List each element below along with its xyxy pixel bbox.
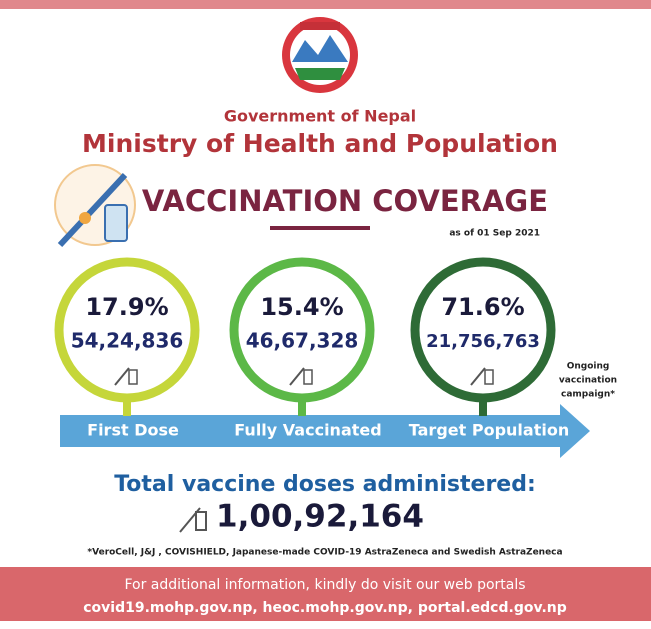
government: Government of Nepal (224, 107, 416, 126)
stat-ring (410, 257, 556, 403)
stat-percent: 15.4% (260, 293, 343, 321)
ministry: Ministry of Health and Population (82, 129, 558, 158)
footer-band (0, 567, 651, 621)
total-value: 1,00,92,164 (216, 499, 424, 535)
note: campaign* (561, 390, 615, 400)
stat-syringe (289, 367, 305, 386)
title: VACCINATION COVERAGE (142, 184, 548, 218)
footer-links: covid19.mohp.gov.np, heoc.mohp.gov.np, p… (83, 600, 567, 616)
stat-vial (303, 369, 313, 385)
syringe-icon (54, 164, 136, 248)
stat-count: 46,67,328 (246, 329, 359, 353)
as-of: as of 01 Sep 2021 (449, 229, 540, 239)
emblem (282, 17, 358, 93)
stem (123, 400, 131, 416)
stat-syringe (470, 367, 486, 386)
note: vaccination (559, 376, 617, 386)
total-label: Total vaccine doses administered: (114, 472, 536, 497)
stat-ring (229, 257, 375, 403)
stat-ring (54, 257, 200, 403)
stat-vial (484, 369, 494, 385)
stat-vial (128, 369, 138, 385)
footer-line: For additional information, kindly do vi… (124, 577, 525, 593)
stat-percent: 17.9% (85, 293, 168, 321)
total-syringe (179, 507, 207, 533)
note: Ongoing (567, 362, 610, 372)
stem (479, 400, 487, 416)
arrow (60, 404, 590, 458)
footnote: *VeroCell, J&J , COVISHIELD, Japanese-ma… (87, 548, 562, 558)
stat-count: 54,24,836 (71, 329, 184, 353)
stat-label: First Dose (87, 421, 179, 440)
stat-label: Fully Vaccinated (234, 421, 381, 440)
stat-count: 21,756,763 (426, 331, 540, 352)
stat-percent: 71.6% (441, 293, 524, 321)
stat-syringe (114, 367, 130, 386)
stem (298, 400, 306, 416)
title-underline (270, 226, 370, 230)
top-band (0, 0, 651, 9)
stat-label: Target Population (409, 421, 569, 440)
